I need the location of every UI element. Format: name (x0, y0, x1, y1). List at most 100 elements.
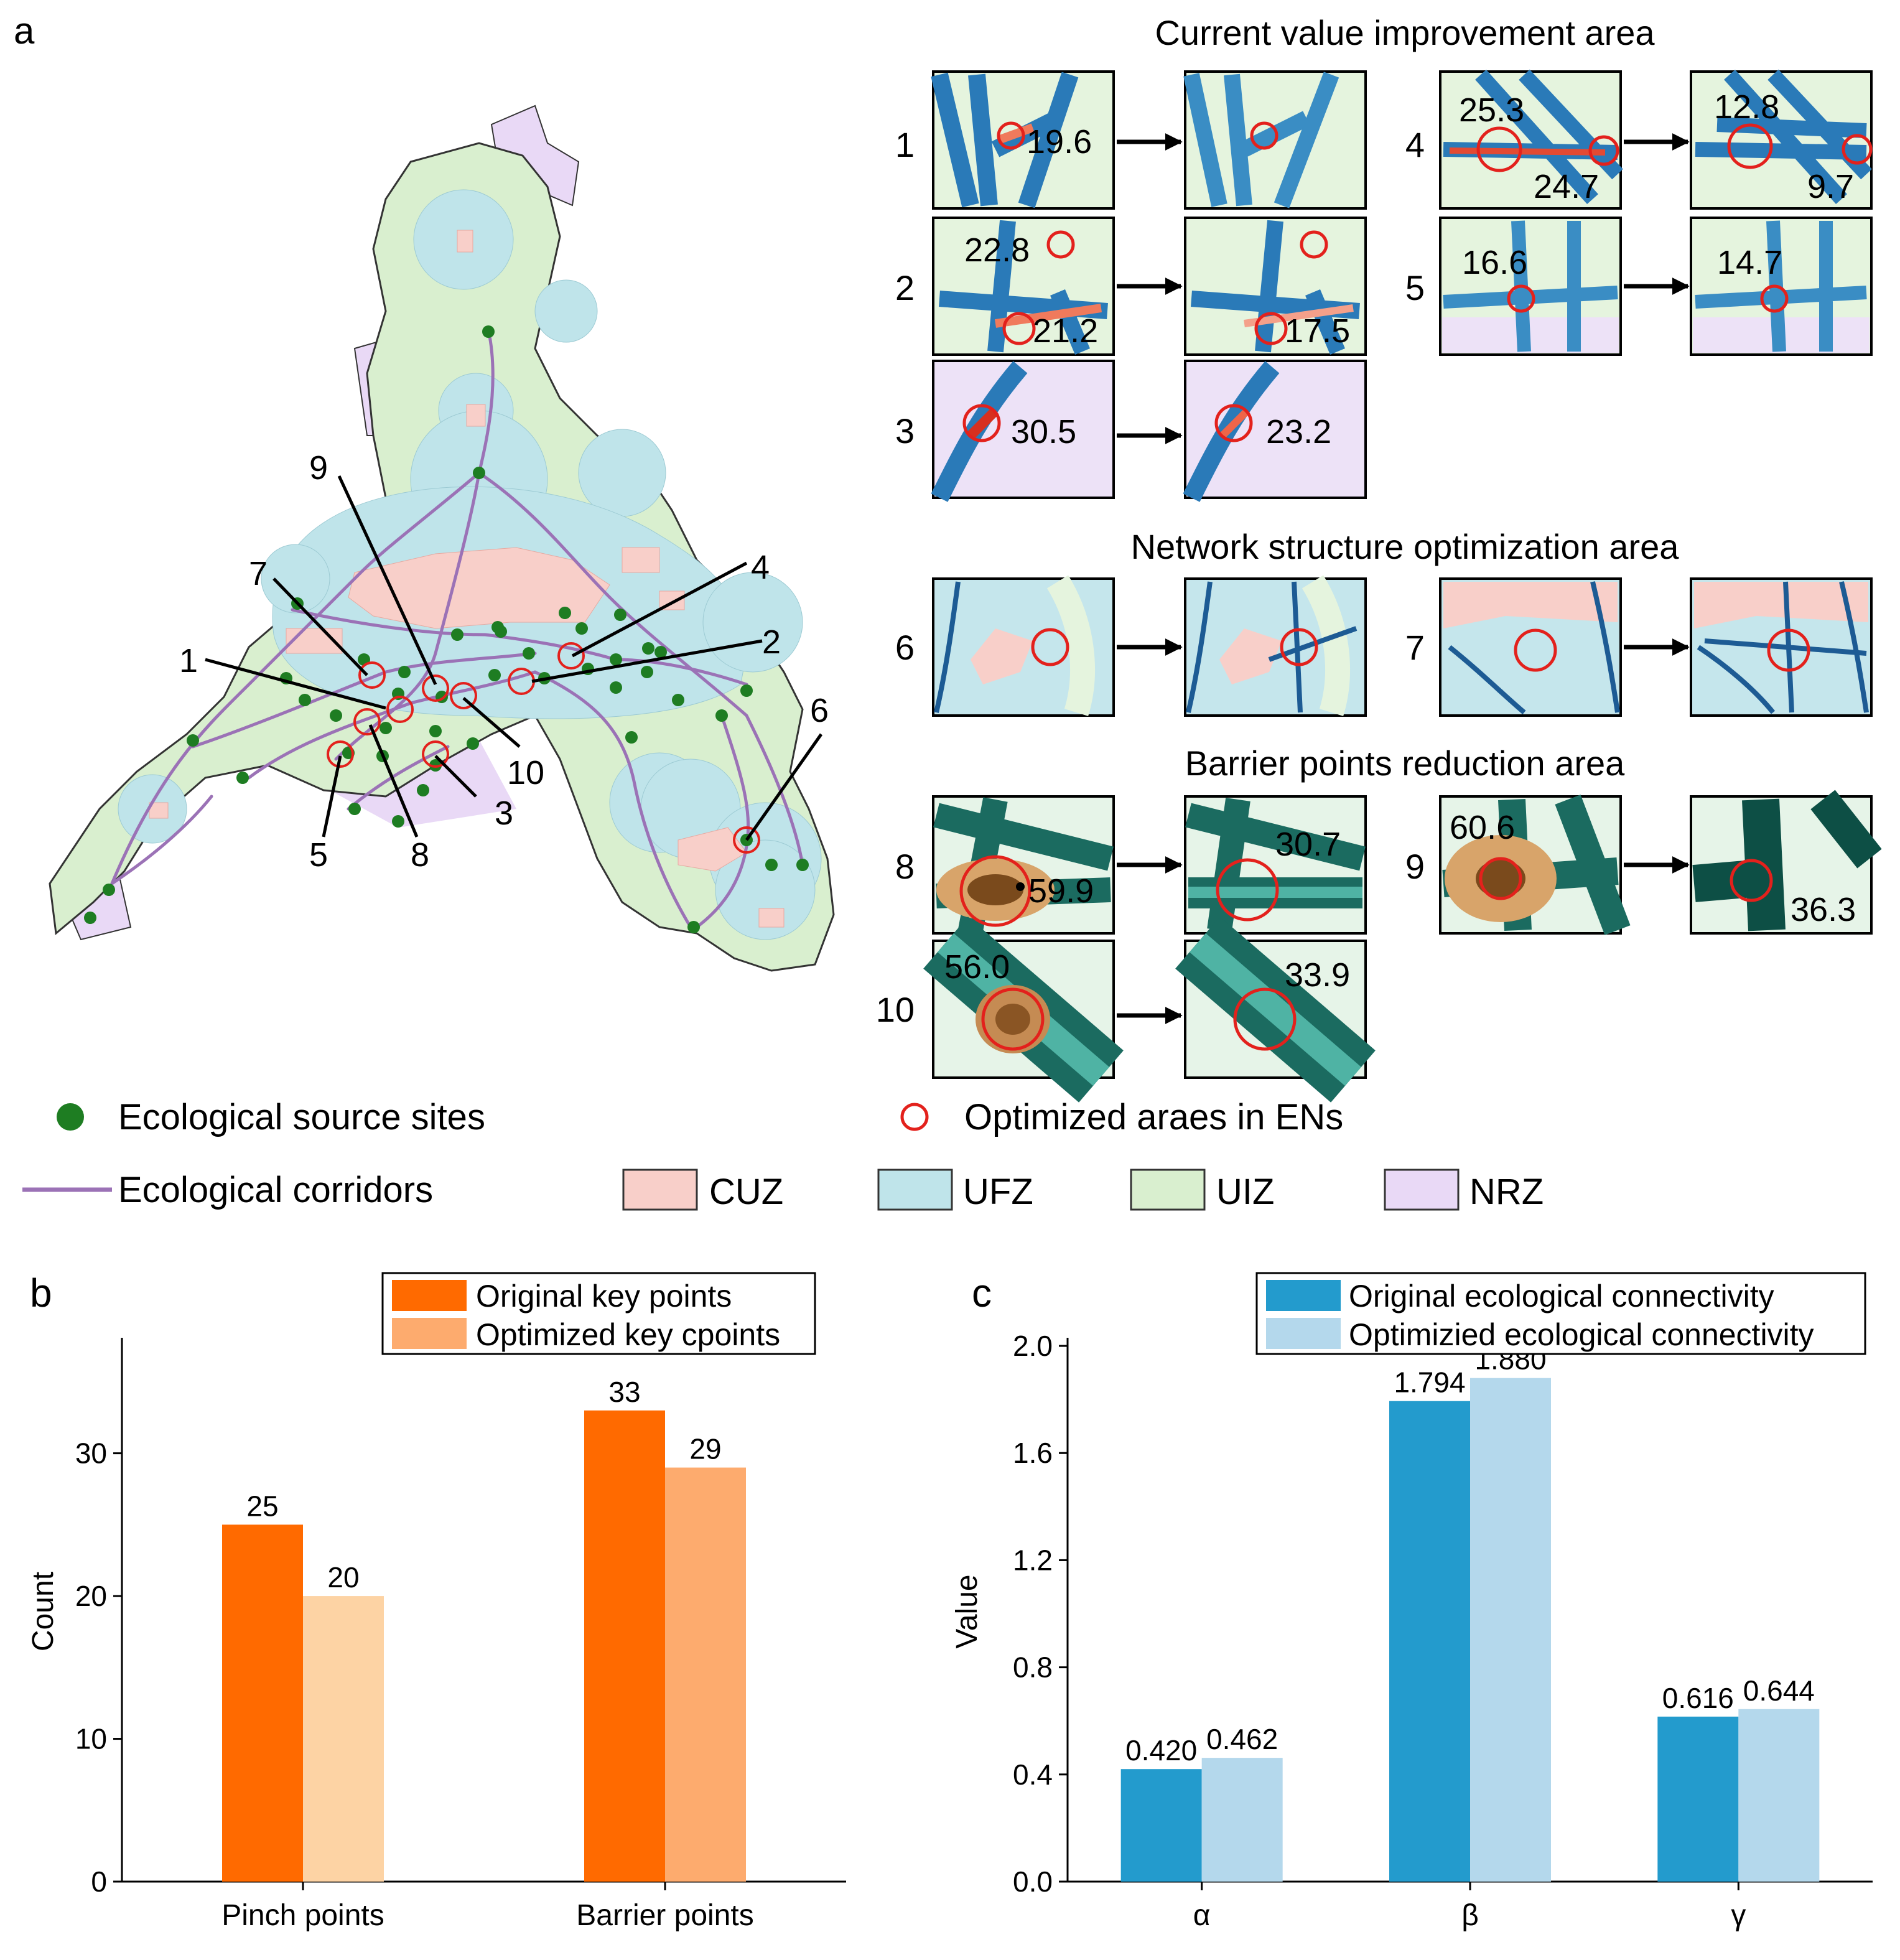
zone-swatch-uiz (1130, 1169, 1206, 1211)
y-tick-label: 10 (75, 1723, 107, 1755)
site-label-4: 4 (751, 549, 770, 586)
legend-zone-cuz: CUZ (709, 1172, 783, 1212)
y-tick-label: 30 (75, 1437, 107, 1470)
y-tick-label: 0 (91, 1865, 107, 1898)
inset-row-1: 1 19.6 (895, 70, 1367, 210)
legend-label-original: Original key points (476, 1279, 732, 1314)
legend-optimized: Optimized araes in ENs (964, 1097, 1343, 1137)
x-ticks: Pinch points Barrier points (221, 1882, 754, 1932)
inset-value: 60.6 (1450, 809, 1515, 846)
inset-value: 21.2 (1033, 312, 1098, 350)
bar (303, 1596, 384, 1882)
y-tick-label: 1.6 (1013, 1437, 1053, 1469)
site-label-1: 1 (179, 642, 198, 679)
inset-id: 1 (895, 125, 915, 164)
inset-after: 33.9 (1175, 917, 1376, 1103)
zone-swatch-cuz (622, 1169, 698, 1211)
inset-value: 56.0 (944, 948, 1010, 986)
bar (665, 1467, 746, 1882)
panel-label-a: a (14, 10, 35, 52)
legend-a: Ecological source sites Optimized araes … (22, 1097, 1544, 1212)
zone-swatch-ufz (877, 1169, 953, 1211)
y-tick-label: 2.0 (1013, 1330, 1053, 1362)
bar-value-label: 0.616 (1662, 1682, 1734, 1714)
bars: 25 20 33 29 (222, 1376, 746, 1882)
bar-value-label: 33 (608, 1376, 640, 1408)
inset-before: 30.5 (931, 360, 1115, 502)
bar (1389, 1401, 1470, 1882)
bar (1201, 1758, 1283, 1882)
inset-before: 16.6 (1439, 217, 1622, 356)
bar-value-label: 25 (246, 1490, 278, 1522)
site-label-7: 7 (249, 555, 268, 592)
bar-value-label: 1.794 (1394, 1366, 1465, 1399)
inset-value: 30.7 (1275, 826, 1341, 863)
inset-after: 14.7 (1690, 217, 1873, 356)
inset-row-5: 5 16.6 14.7 (1405, 217, 1873, 356)
legend-swatch-original (1266, 1280, 1341, 1311)
legend-swatch-original (392, 1280, 467, 1311)
y-tick-label: 0.0 (1013, 1865, 1053, 1898)
section-title-current: Current value improvement area (1155, 13, 1655, 52)
site-label-10: 10 (507, 754, 544, 791)
x-tick-label: Barrier points (576, 1899, 753, 1932)
legend-corridors: Ecological corridors (118, 1170, 433, 1210)
site-label-5: 5 (309, 836, 328, 874)
site-label-8: 8 (411, 836, 429, 874)
study-area-map: 1 2 3 4 5 6 7 8 9 10 (49, 105, 835, 972)
x-tick-label: γ (1731, 1899, 1746, 1932)
inset-id: 6 (895, 628, 915, 667)
inset-id: 3 (895, 411, 915, 450)
section-title-network: Network structure optimization area (1131, 527, 1680, 566)
bar (1470, 1378, 1551, 1882)
inset-id: 10 (876, 990, 915, 1029)
inset-value: 33.9 (1285, 956, 1350, 994)
panel-label-b: b (30, 1271, 52, 1315)
inset-value: 59.9 (1028, 872, 1094, 910)
y-ticks: 0.0 0.4 0.8 1.2 1.6 2.0 (1013, 1330, 1068, 1898)
legend-sources: Ecological source sites (118, 1097, 485, 1137)
inset-after: 30.7 (1184, 795, 1367, 935)
inset-row-8: 8 59.9 30.7 (895, 795, 1367, 935)
inset-after: 12.8 9.7 (1690, 69, 1873, 210)
bar (1120, 1769, 1202, 1882)
inset-after: 36.3 (1690, 790, 1882, 935)
site-label-3: 3 (495, 795, 513, 832)
chart-b: b 0 10 20 30 Pinch points Barrier points 252… (27, 1271, 846, 1932)
inset-before: 56.0 (923, 917, 1124, 1103)
inset-row-7: 7 (1405, 577, 1873, 717)
y-tick-label: 20 (75, 1580, 107, 1612)
inset-after: 23.2 (1183, 360, 1367, 502)
legend-c: Original ecological connectivity Optimiz… (1255, 1272, 1866, 1355)
inset-value: 12.8 (1714, 88, 1779, 126)
x-ticks: α β γ (1193, 1882, 1746, 1932)
inset-value: 24.7 (1534, 168, 1599, 205)
site-labels: 1 2 3 4 5 6 7 8 9 10 (179, 449, 829, 874)
inset-before (1439, 577, 1622, 717)
bar (1657, 1716, 1739, 1882)
ecological-corridors (110, 328, 804, 929)
optimized-areas (327, 642, 760, 854)
y-axis-label: Count (27, 1572, 60, 1651)
inset-value: 30.5 (1011, 413, 1076, 450)
inset-id: 5 (1405, 268, 1425, 307)
inset-row-4: 4 25.3 24.7 12.8 9.7 (1405, 69, 1873, 210)
inset-row-3: 3 30.5 23.2 (895, 360, 1367, 502)
legend-zone-ufz: UFZ (963, 1172, 1033, 1212)
inset-value: 25.3 (1459, 91, 1524, 129)
inset-before: 19.6 (931, 70, 1115, 210)
site-label-6: 6 (810, 692, 829, 729)
inset-value: 36.3 (1791, 891, 1856, 928)
x-tick-label: β (1461, 1899, 1479, 1932)
inset-row-10: 10 56.0 33.9 (876, 917, 1376, 1103)
y-axis-label: Value (951, 1574, 984, 1648)
inset-row-2: 2 22.8 21.2 17.5 (895, 217, 1367, 356)
bar-value-label: 0.420 (1125, 1734, 1197, 1766)
inset-row-9: 9 60.6 36.3 (1405, 790, 1882, 935)
inset-id: 4 (1405, 125, 1425, 164)
inset-value: 14.7 (1717, 244, 1782, 281)
inset-after (1184, 575, 1367, 717)
legend-swatch-optimized (392, 1318, 467, 1349)
inset-id: 9 (1405, 847, 1425, 886)
site-label-2: 2 (762, 623, 781, 661)
